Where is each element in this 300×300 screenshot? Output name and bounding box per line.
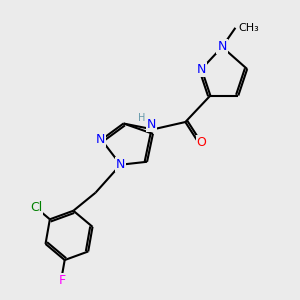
Text: N: N: [95, 133, 105, 146]
Text: N: N: [147, 118, 156, 131]
Text: CH₃: CH₃: [238, 23, 259, 33]
Text: N: N: [218, 40, 227, 53]
Text: O: O: [196, 136, 206, 149]
Text: N: N: [197, 62, 206, 76]
Text: N: N: [116, 158, 125, 171]
Text: H: H: [138, 112, 146, 123]
Text: Cl: Cl: [30, 201, 42, 214]
Text: F: F: [58, 274, 66, 287]
